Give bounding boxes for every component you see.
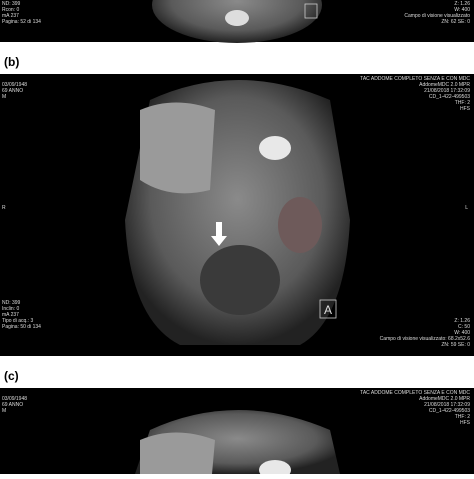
orientation-label: A [324,303,332,317]
overlay-text: HFS [460,420,471,426]
scan-bowel [200,245,280,315]
overlay-text: ZN: 59 SE: 0 [441,342,470,348]
overlay-text: ZN: 62 SE: 0 [441,19,470,25]
overlay-text: mA 237 [2,312,19,318]
overlay-text: Tipo di acq.: 3 [2,318,33,324]
overlay-text: W: 400 [454,7,470,13]
overlay-text: THF: 2 [455,100,470,106]
panel-label: (b) [4,55,19,69]
overlay-text: 03/09/1948 [2,396,27,402]
overlay-text: Campo di visione visualizzato [404,13,470,19]
scan-organ [225,10,249,26]
overlay-text: 69 ANNO [2,88,23,94]
scan-liver [140,102,215,194]
overlay-text: Rcon: 0 [2,7,19,13]
overlay-text: Z: 1.26 [454,318,470,324]
overlay-text: 21/08/2018 17:32:09 [424,88,470,94]
overlay-text: 21/08/2018 17:32:09 [424,402,470,408]
overlay-text: AddomeMDC 2.0 MPR [419,82,470,88]
overlay-text: TAC ADDOME COMPLETO SENZA E CON MDC [360,76,470,82]
overlay-text: ND: 399 [2,1,21,7]
side-label: L [465,205,468,211]
arrow [211,222,227,246]
overlay-text: ND: 399 [2,300,21,306]
side-label: R [2,205,6,211]
overlay-text: AddomeMDC 2.0 MPR [419,396,470,402]
panel-label: (c) [4,369,19,383]
overlay-text: THF: 2 [455,414,470,420]
overlay-text: M [2,94,6,100]
orientation-box [304,3,318,19]
overlay-text: 03/09/1948 [2,82,27,88]
scan-liver [140,432,215,474]
overlay-text: CD_1-422-499503 [429,408,470,414]
overlay-text: M [2,408,6,414]
overlay-text: Pagina: 52 di 134 [2,19,41,25]
overlay-text: mA 237 [2,13,19,19]
overlay-text: 69 ANNO [2,402,23,408]
scan-organ [259,136,291,160]
overlay-text: HFS [460,106,471,112]
overlay-text: C: 50 [458,324,470,330]
scan-bowel [278,197,322,253]
overlay-text: CD_1-422-499503 [429,94,470,100]
overlay-text: Z: 1.26 [454,1,470,7]
overlay-text: TAC ADDOME COMPLETO SENZA E CON MDC [360,390,470,396]
orientation-box [319,299,337,319]
overlay-text: W: 400 [454,330,470,336]
overlay-text: Inclin: 0 [2,306,19,312]
overlay-text: Pagina: 50 di 134 [2,324,41,330]
overlay-text: Campo di visione visualizzato: 68.2x52.6 [380,336,471,342]
